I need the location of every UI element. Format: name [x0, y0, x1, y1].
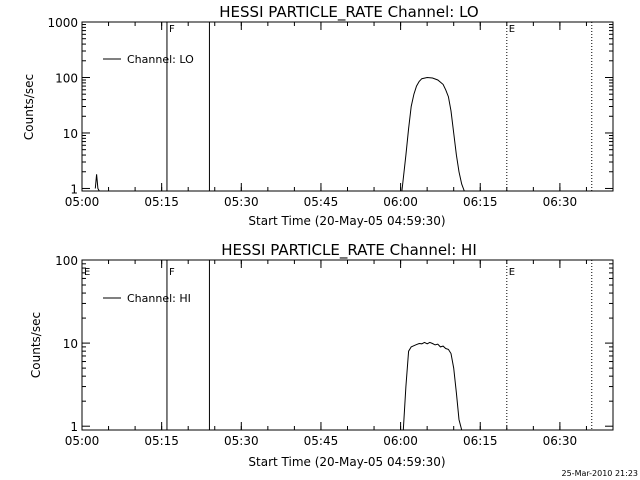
axis-ticks: 05:00 05:15 05:30 05:45 06:00 06:15 06:30 1 10 10… [47, 16, 614, 209]
x-tick-label: 05:30 [224, 195, 259, 209]
flag-label: E [509, 24, 515, 35]
x-tick-label: 05:45 [304, 434, 339, 448]
y-tick-label: 1 [70, 182, 78, 196]
series-line [401, 76, 465, 192]
flag-label: F [169, 24, 175, 35]
x-tick-label: 06:30 [543, 195, 578, 209]
chart-title: HESSI PARTICLE_RATE Channel: HI [221, 241, 477, 260]
series-line [402, 341, 463, 431]
plot-frame [81, 21, 614, 192]
x-axis-label: Start Time (20-May-05 04:59:30) [248, 455, 445, 469]
y-tick-label: 10 [63, 337, 78, 351]
x-tick-label: 05:15 [144, 195, 179, 209]
y-tick-label: 100 [55, 71, 78, 85]
panel-hi: HESSI PARTICLE_RATE Channel: HI Counts/s… [29, 241, 614, 469]
y-tick-label: 1000 [47, 16, 78, 30]
panel-lo: HESSI PARTICLE_RATE Channel: LO Counts/s… [22, 3, 614, 228]
y-tick-label: 10 [63, 127, 78, 141]
chart-title: HESSI PARTICLE_RATE Channel: LO [219, 3, 478, 22]
legend: Channel: LO [103, 53, 194, 66]
y-axis-label: Counts/sec [29, 312, 43, 378]
legend-entry: Channel: HI [127, 292, 191, 305]
data-series [94, 76, 465, 192]
flag-label: F [169, 267, 175, 278]
x-tick-label: 06:30 [543, 434, 578, 448]
y-axis-label: Counts/sec [22, 74, 36, 140]
data-series [402, 341, 463, 431]
x-tick-label: 05:15 [144, 434, 179, 448]
y-tick-label: 100 [55, 254, 78, 268]
y-tick-label: 1 [70, 420, 78, 434]
x-tick-label: 05:45 [304, 195, 339, 209]
x-tick-label: 06:00 [383, 195, 418, 209]
x-tick-label: 06:15 [463, 434, 498, 448]
x-tick-label: 06:00 [383, 434, 418, 448]
x-tick-label: 05:30 [224, 434, 259, 448]
axis-ticks: 05:00 05:15 05:30 05:45 06:00 06:15 06:30 1 10 10… [55, 254, 614, 448]
legend-entry: Channel: LO [127, 53, 194, 66]
plot-frame [81, 259, 614, 431]
x-axis-label: Start Time (20-May-05 04:59:30) [248, 214, 445, 228]
x-tick-label: 06:15 [463, 195, 498, 209]
x-tick-label: 05:00 [65, 195, 100, 209]
legend: Channel: HI [103, 292, 191, 305]
x-tick-label: 05:00 [65, 434, 100, 448]
flag-label: E [509, 267, 515, 278]
flag-label: E [84, 267, 90, 278]
series-line [94, 174, 100, 192]
generation-timestamp: 25-Mar-2010 21:23 [562, 469, 639, 478]
